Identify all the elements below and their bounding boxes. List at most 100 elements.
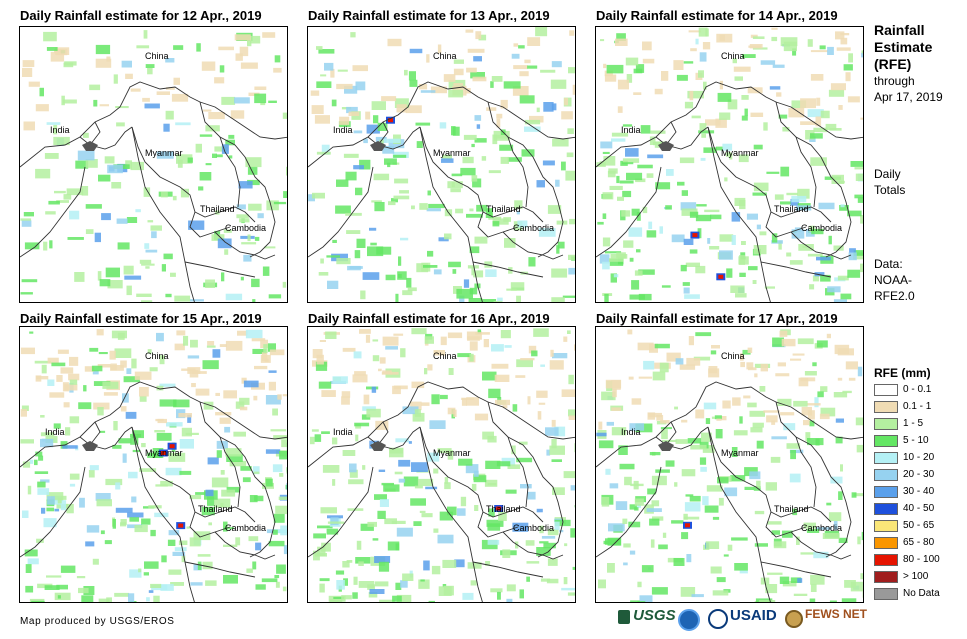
- rain-cell: [597, 221, 604, 225]
- rain-cell: [239, 397, 250, 405]
- rain-cell: [369, 589, 385, 594]
- rain-cell: [842, 390, 852, 394]
- rain-cell: [242, 477, 251, 483]
- rain-cell: [147, 220, 154, 223]
- rain-cell: [254, 365, 268, 370]
- data-line-1: Data:: [874, 257, 903, 271]
- rain-cell: [101, 213, 111, 221]
- rain-cell: [726, 268, 733, 278]
- rain-cell: [684, 502, 701, 512]
- legend-label: 30 - 40: [903, 486, 935, 497]
- rain-cell: [93, 381, 111, 386]
- rain-cell: [100, 530, 105, 535]
- rain-cell: [225, 293, 243, 301]
- rain-cell: [833, 245, 844, 251]
- rain-cell: [732, 58, 737, 64]
- rain-cell: [541, 536, 556, 539]
- legend-swatch: [874, 401, 898, 413]
- rain-cell: [103, 392, 118, 396]
- rain-cell: [95, 58, 112, 68]
- rain-cell: [219, 344, 227, 347]
- country-border: [419, 426, 483, 602]
- rain-cell: [105, 478, 123, 486]
- rain-cell: [520, 484, 532, 489]
- rain-cell: [467, 562, 482, 569]
- rain-cell: [68, 373, 80, 381]
- rain-cell: [488, 388, 501, 399]
- through-label: through: [874, 74, 915, 88]
- rain-cell: [126, 217, 138, 223]
- rain-cell: [404, 69, 408, 76]
- rain-cell: [442, 154, 452, 160]
- rain-cell: [139, 395, 147, 402]
- rain-cell: [447, 506, 457, 516]
- rain-cell: [691, 594, 704, 598]
- rain-cell: [550, 79, 567, 89]
- rain-cell: [166, 87, 175, 90]
- rain-cell: [144, 103, 160, 109]
- rain-cell: [739, 570, 748, 574]
- rain-cell: [847, 210, 862, 217]
- rain-cell: [189, 495, 202, 500]
- rain-cell: [316, 354, 324, 365]
- rain-cell: [526, 576, 530, 582]
- rain-cell: [490, 588, 503, 593]
- rain-cell: [570, 485, 575, 491]
- rain-cell: [444, 482, 451, 490]
- rain-cell: [732, 397, 741, 406]
- rain-cell: [756, 480, 761, 488]
- rain-cell: [274, 55, 281, 63]
- rain-cell: [734, 563, 748, 571]
- rain-cell: [662, 532, 667, 538]
- legend-label: 5 - 10: [903, 435, 929, 446]
- rain-cell: [507, 464, 521, 469]
- rain-cell: [810, 157, 827, 166]
- rain-cell: [348, 479, 364, 485]
- rain-cell: [786, 443, 801, 449]
- rain-cell: [816, 340, 828, 348]
- rain-cell: [608, 523, 625, 532]
- rain-cell: [322, 465, 340, 473]
- rain-cell: [715, 146, 724, 151]
- rain-cell: [763, 410, 780, 413]
- rain-cell: [524, 126, 541, 132]
- rain-cell: [856, 444, 863, 453]
- rain-cell: [142, 97, 150, 102]
- rain-cell: [733, 430, 748, 436]
- rain-cell: [516, 295, 521, 302]
- rain-cell: [53, 124, 58, 135]
- rain-cell: [332, 376, 348, 384]
- rain-cell: [173, 45, 184, 50]
- rain-cell: [324, 62, 334, 71]
- rain-cell: [681, 532, 689, 540]
- rain-cell: [260, 102, 266, 106]
- rain-cell: [282, 394, 287, 397]
- rain-cell: [613, 274, 619, 278]
- rain-cell: [174, 343, 185, 351]
- rain-cell: [484, 261, 493, 268]
- rain-cell: [311, 429, 319, 432]
- rain-cell: [255, 584, 266, 590]
- rain-cell: [652, 371, 666, 381]
- rain-cell: [526, 561, 540, 564]
- rain-cell: [197, 603, 214, 604]
- rain-cell: [810, 50, 828, 53]
- rain-cell: [540, 578, 551, 582]
- rain-cell: [309, 436, 315, 445]
- rain-cell: [771, 530, 780, 535]
- rain-cell: [833, 299, 847, 302]
- rain-cell: [753, 182, 769, 192]
- rain-cell: [352, 65, 368, 72]
- rain-cell: [601, 497, 610, 507]
- label-myanmar: Myanmar: [433, 148, 471, 158]
- rain-cell: [837, 275, 849, 281]
- rain-cell: [500, 330, 511, 339]
- rain-cell: [285, 484, 287, 490]
- rain-cell: [654, 343, 670, 349]
- rain-cell: [29, 598, 45, 602]
- rain-cell: [484, 479, 498, 487]
- rain-cell: [123, 265, 134, 275]
- map-panel-5: China India Myanmar Thailand Cambodia: [307, 326, 576, 603]
- label-cambodia: Cambodia: [225, 523, 267, 533]
- rain-cell: [215, 412, 232, 416]
